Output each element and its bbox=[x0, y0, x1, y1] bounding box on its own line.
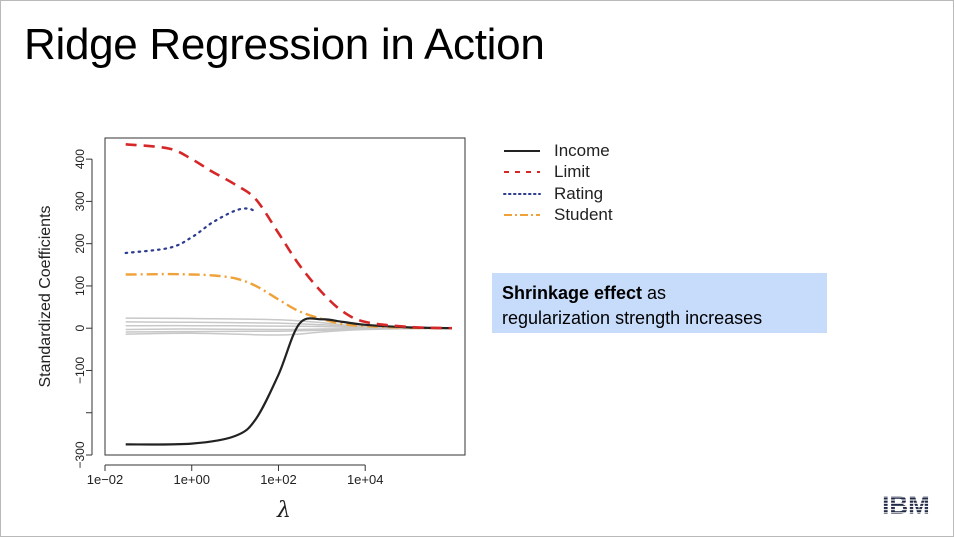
legend-item-rating: Rating bbox=[502, 183, 613, 205]
callout-bold-text: Shrinkage effect bbox=[502, 283, 643, 303]
legend-swatch-student bbox=[504, 214, 540, 217]
legend-label-rating: Rating bbox=[554, 183, 604, 203]
y-axis-title: Standardized Coefficients bbox=[37, 205, 54, 387]
x-tick-label-1: 1e+00 bbox=[173, 472, 210, 487]
y-tick-label-4: 200 bbox=[73, 233, 87, 253]
series-line-limit bbox=[125, 143, 452, 330]
callout-text-b: regularization strength increases bbox=[502, 308, 763, 328]
shrinkage-callout: Shrinkage effect as regularization stren… bbox=[492, 273, 827, 333]
chart-legend: Income Limit Rating Student bbox=[502, 140, 613, 226]
legend-label-income: Income bbox=[554, 140, 610, 160]
series-line-income bbox=[125, 317, 452, 446]
series-line-rating bbox=[124, 207, 257, 255]
y-tick-label-5: 300 bbox=[73, 191, 87, 211]
x-tick-label-2: 1e+02 bbox=[260, 472, 297, 487]
y-tick-label-0: −300 bbox=[73, 441, 87, 468]
legend-item-income: Income bbox=[502, 140, 613, 162]
legend-item-limit: Limit bbox=[502, 162, 613, 184]
slide-title: Ridge Regression in Action bbox=[24, 20, 545, 69]
callout-text-a: as bbox=[642, 283, 667, 303]
x-axis-title: λ bbox=[276, 498, 291, 523]
background-series-line-5 bbox=[125, 327, 452, 336]
x-tick-label-3: 1e+04 bbox=[347, 472, 384, 487]
legend-swatch-income bbox=[504, 149, 540, 152]
ibm-logo: IBM bbox=[882, 491, 930, 519]
legend-item-student: Student bbox=[502, 205, 613, 227]
legend-swatch-rating bbox=[503, 192, 541, 195]
y-tick-label-1: −100 bbox=[73, 357, 87, 384]
svg-text:IBM: IBM bbox=[882, 491, 930, 519]
y-tick-label-2: 0 bbox=[73, 325, 87, 332]
series-line-student bbox=[125, 272, 452, 330]
y-tick-label-6: 400 bbox=[73, 149, 87, 169]
x-tick-label-0: 1e−02 bbox=[87, 472, 124, 487]
legend-label-limit: Limit bbox=[554, 162, 590, 182]
plot-frame bbox=[104, 137, 466, 456]
y-tick-label-3: 100 bbox=[73, 276, 87, 296]
legend-label-student: Student bbox=[554, 205, 613, 225]
legend-swatch-limit bbox=[504, 171, 540, 174]
